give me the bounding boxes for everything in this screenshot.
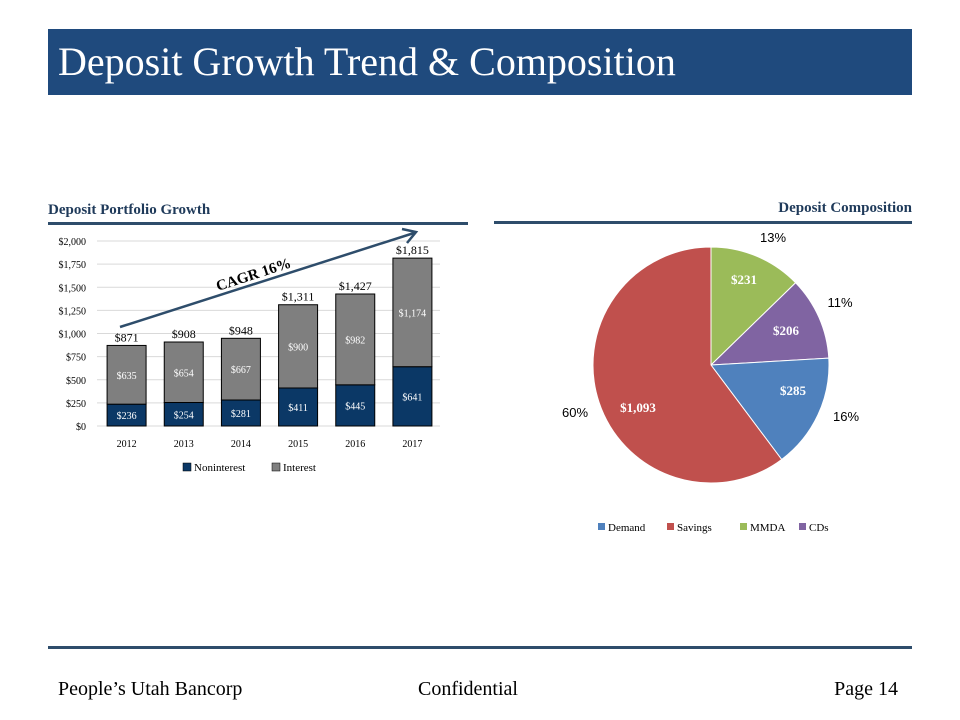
legend-swatch-interest [271, 462, 281, 472]
pie-value-label: $285 [780, 383, 807, 398]
y-tick-label: $0 [76, 422, 86, 433]
footer-company: People’s Utah Bancorp [58, 678, 243, 700]
bar-label-noninterest: $236 [117, 411, 137, 422]
legend-label-noninterest: Noninterest [194, 462, 245, 474]
pie-value-label: $206 [773, 323, 800, 338]
pie-percent-label: 60% [562, 405, 588, 420]
legend-label-cds: CDs [809, 522, 829, 534]
y-tick-label: $2,000 [59, 237, 87, 248]
legend-label-savings: Savings [677, 522, 712, 534]
legend-swatch-noninterest [182, 462, 192, 472]
bar-label-interest: $635 [117, 371, 137, 382]
legend-swatch-mmda [740, 523, 747, 530]
legend-swatch-demand [598, 523, 605, 530]
pie-percent-label: 16% [833, 409, 859, 424]
bar-label-noninterest: $281 [231, 409, 251, 420]
y-tick-label: $250 [66, 399, 86, 410]
bar-label-interest: $654 [174, 368, 194, 379]
x-tick-label: 2013 [174, 439, 194, 450]
x-tick-label: 2015 [288, 439, 308, 450]
pie-value-label: $231 [731, 272, 757, 287]
y-tick-label: $750 [66, 353, 86, 364]
bar-interest [335, 293, 376, 386]
bar-noninterest [278, 387, 319, 427]
footer-page-number: Page 14 [834, 678, 898, 700]
legend-swatch-cds [799, 523, 806, 530]
bar-total-label: $1,427 [339, 279, 372, 293]
y-tick-label: $1,000 [59, 330, 87, 341]
bar-interest [278, 304, 319, 389]
cagr-arrow-line [119, 231, 415, 329]
pie-slice-demand [710, 357, 830, 461]
bar-total-label: $1,815 [396, 243, 429, 257]
y-tick-label: $1,250 [59, 306, 87, 317]
page-title: Deposit Growth Trend & Composition [58, 39, 676, 84]
x-tick-label: 2017 [402, 439, 422, 450]
bar-total-label: $908 [172, 327, 196, 341]
x-tick-label: 2014 [231, 439, 251, 450]
bar-label-noninterest: $445 [345, 401, 365, 412]
pie-slice-savings [592, 246, 783, 484]
bar-interest [392, 257, 433, 368]
pie-chart-rule [494, 221, 912, 224]
bar-label-interest: $982 [345, 335, 365, 346]
legend-swatch-savings [667, 523, 674, 530]
bar-interest [106, 344, 147, 405]
legend-label-interest: Interest [283, 462, 316, 474]
bar-chart-rule [48, 222, 468, 225]
pie-slice-mmda [710, 246, 797, 367]
pie-percent-label: 11% [827, 295, 852, 310]
x-tick-label: 2012 [117, 439, 137, 450]
y-tick-label: $1,500 [59, 283, 87, 294]
bar-total-label: $948 [229, 323, 253, 337]
bar-label-noninterest: $254 [174, 410, 194, 421]
bar-label-interest: $900 [288, 342, 308, 353]
bar-noninterest [220, 399, 261, 427]
bar-chart-title: Deposit Portfolio Growth [48, 202, 211, 218]
pie-slice-cds [709, 282, 830, 366]
bar-interest [220, 337, 261, 401]
bar-total-label: $871 [115, 330, 139, 344]
y-tick-label: $1,750 [59, 260, 87, 271]
pie-chart-title: Deposit Composition [778, 200, 912, 216]
bar-label-noninterest: $411 [288, 403, 308, 414]
bar-label-noninterest: $641 [402, 392, 422, 403]
bar-label-interest: $1,174 [399, 308, 427, 319]
bar-noninterest [335, 384, 376, 427]
footer-confidential: Confidential [418, 678, 518, 700]
legend-label-mmda: MMDA [750, 522, 786, 534]
y-tick-label: $500 [66, 376, 86, 387]
pie-value-label: $1,093 [620, 400, 656, 415]
bar-interest [163, 341, 204, 404]
pie-percent-label: 13% [760, 230, 786, 245]
legend-label-demand: Demand [608, 522, 646, 534]
x-tick-label: 2016 [345, 439, 365, 450]
bar-noninterest [392, 366, 433, 427]
title-banner: Deposit Growth Trend & Composition [48, 29, 912, 95]
footer-rule [48, 646, 912, 649]
bar-total-label: $1,311 [282, 290, 315, 304]
bar-label-interest: $667 [231, 365, 251, 376]
cagr-arrowhead [401, 227, 419, 244]
